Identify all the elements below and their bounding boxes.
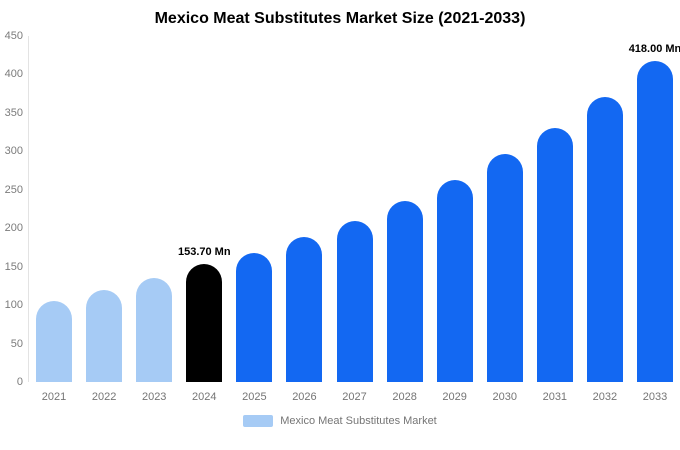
y-axis: 450 400 350 300 250 200 150 100 50 0: [0, 30, 28, 388]
y-tick-label: 300: [4, 145, 23, 158]
bar-2021: [36, 301, 73, 382]
y-tick-label: 0: [16, 376, 23, 388]
bar-slot: 153.70 Mn: [177, 245, 231, 382]
legend: Mexico Meat Substitutes Market: [0, 415, 680, 427]
bar-2033: [636, 60, 673, 382]
x-axis-label: 2032: [592, 391, 618, 403]
bar-slot: [530, 127, 580, 382]
bar-2026: [286, 237, 323, 382]
x-axis-label: 2025: [242, 391, 267, 403]
x-axis-label: 2024: [192, 391, 217, 403]
bar-2022: [86, 289, 123, 382]
x-axis-label: 2022: [91, 391, 117, 403]
y-tick-label: 150: [4, 260, 23, 273]
bar-2031: [536, 127, 573, 382]
bar-slot: [129, 278, 179, 382]
bar-2029: [436, 179, 473, 382]
x-axis-label: 2021: [41, 391, 67, 403]
plot-area: 153.70 Mn 418.00 Mn: [28, 36, 680, 382]
x-axis: 2021 2022 2023 2024 2025 2026 2027 2028 2029 2030…: [29, 382, 680, 403]
bar-slot: [279, 237, 329, 382]
x-axis-label: 2023: [141, 391, 167, 403]
bar-slot: [430, 179, 480, 382]
y-tick-label: 400: [4, 68, 23, 81]
y-tick-label: 200: [4, 222, 23, 235]
x-axis-label: 2028: [392, 391, 417, 403]
bar-2025: [236, 252, 273, 382]
bar-slot: [29, 301, 79, 382]
y-tick-label: 250: [4, 183, 23, 196]
bar-value-label: 418.00 Mn: [628, 42, 680, 55]
x-axis-label: 2031: [542, 391, 568, 403]
bar-2024: [186, 263, 223, 382]
bar-2023: [136, 278, 173, 382]
bar-slot: [480, 154, 530, 382]
bar-slot: [229, 252, 279, 382]
y-tick-label: 100: [4, 299, 23, 312]
chart-title: Mexico Meat Substitutes Market Size (202…: [154, 10, 526, 27]
bar-2032: [586, 96, 623, 382]
x-axis-label: 2026: [292, 391, 317, 403]
y-tick-label: 50: [10, 337, 23, 350]
bar-value-label: 153.70 Mn: [177, 245, 231, 258]
bar-slot: [329, 220, 379, 382]
legend-swatch: [243, 415, 274, 427]
y-tick-label: 450: [4, 30, 23, 42]
plot-wrapper: 450 400 350 300 250 200 150 100 50 0 153.70 Mn 418…: [0, 30, 680, 388]
legend-label: Mexico Meat Substitutes Market: [280, 415, 437, 427]
y-tick-label: 350: [4, 106, 23, 119]
bar-2030: [486, 154, 523, 382]
x-axis-label: 2027: [342, 391, 367, 403]
bar-slot: [79, 289, 129, 382]
x-axis-label: 2033: [642, 391, 668, 403]
bar-slot: [580, 96, 630, 382]
bar-2027: [336, 220, 373, 382]
bar-slot: 418.00 Mn: [628, 42, 680, 382]
bar-2028: [386, 201, 423, 382]
bar-slot: [380, 201, 430, 382]
x-axis-label: 2030: [492, 391, 517, 403]
x-axis-label: 2029: [442, 391, 467, 403]
